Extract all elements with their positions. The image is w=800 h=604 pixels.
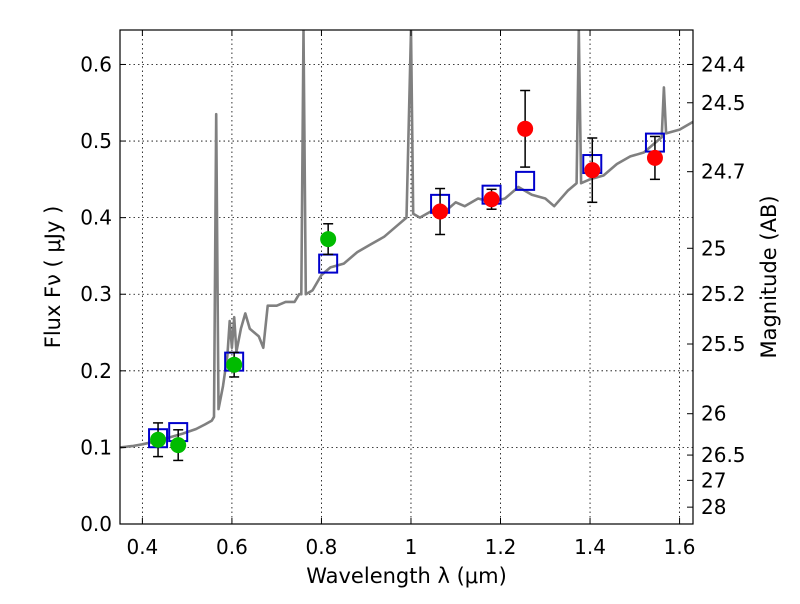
data-point xyxy=(320,231,337,248)
x-tick-label: 0.6 xyxy=(216,535,248,559)
data-point xyxy=(226,356,243,373)
y-tick-label: 0.0 xyxy=(80,512,112,536)
grid-lines xyxy=(120,30,693,524)
plot-frame xyxy=(119,29,694,525)
data-point xyxy=(483,191,500,208)
x-tick-label: 1.6 xyxy=(664,535,696,559)
y2-axis-title: Magnitude (AB) xyxy=(757,195,781,358)
y-tick-label: 0.3 xyxy=(80,282,112,306)
data-point xyxy=(646,149,663,166)
y2-tick-label: 26.5 xyxy=(701,443,746,467)
y-axis-title: Flux Fν ( μJy ) xyxy=(41,206,65,349)
x-tick-label: 1.2 xyxy=(485,535,517,559)
x-tick-label: 1 xyxy=(405,535,418,559)
model-photometry-square xyxy=(515,170,536,191)
axis-ticks: 0.4 0.6 0.8 1 1.2 1.4 1.6 0.0 0.1 0.2 0.3 0.4 0.5 0.6… xyxy=(80,30,746,559)
model-sed-line xyxy=(120,30,693,449)
x-axis-title: Wavelength λ (μm) xyxy=(306,564,507,588)
observed-photometry-layer xyxy=(150,89,663,462)
y2-tick-label: 26 xyxy=(701,402,726,426)
y2-tick-label: 28 xyxy=(701,495,726,519)
x-tick-label: 0.4 xyxy=(126,535,158,559)
y2-tick-label: 24.5 xyxy=(701,91,746,115)
y-tick-label: 0.5 xyxy=(80,129,112,153)
y2-tick-label: 24.7 xyxy=(701,160,746,184)
data-point xyxy=(150,431,167,448)
data-point xyxy=(170,437,187,454)
x-tick-label: 0.8 xyxy=(306,535,338,559)
y-tick-label: 0.1 xyxy=(80,435,112,459)
y-tick-label: 0.2 xyxy=(80,359,112,383)
data-point xyxy=(517,120,534,137)
y2-tick-label: 27 xyxy=(701,468,726,492)
y-tick-label: 0.4 xyxy=(80,206,112,230)
y2-tick-label: 25.2 xyxy=(701,282,746,306)
data-point xyxy=(432,203,449,220)
model-sed-layer xyxy=(120,30,693,449)
y-tick-label: 0.6 xyxy=(80,52,112,76)
y2-tick-label: 25.5 xyxy=(701,332,746,356)
x-tick-label: 1.4 xyxy=(574,535,606,559)
y2-tick-label: 25 xyxy=(701,236,726,260)
y2-tick-label: 24.4 xyxy=(701,52,746,76)
data-point xyxy=(584,162,601,179)
